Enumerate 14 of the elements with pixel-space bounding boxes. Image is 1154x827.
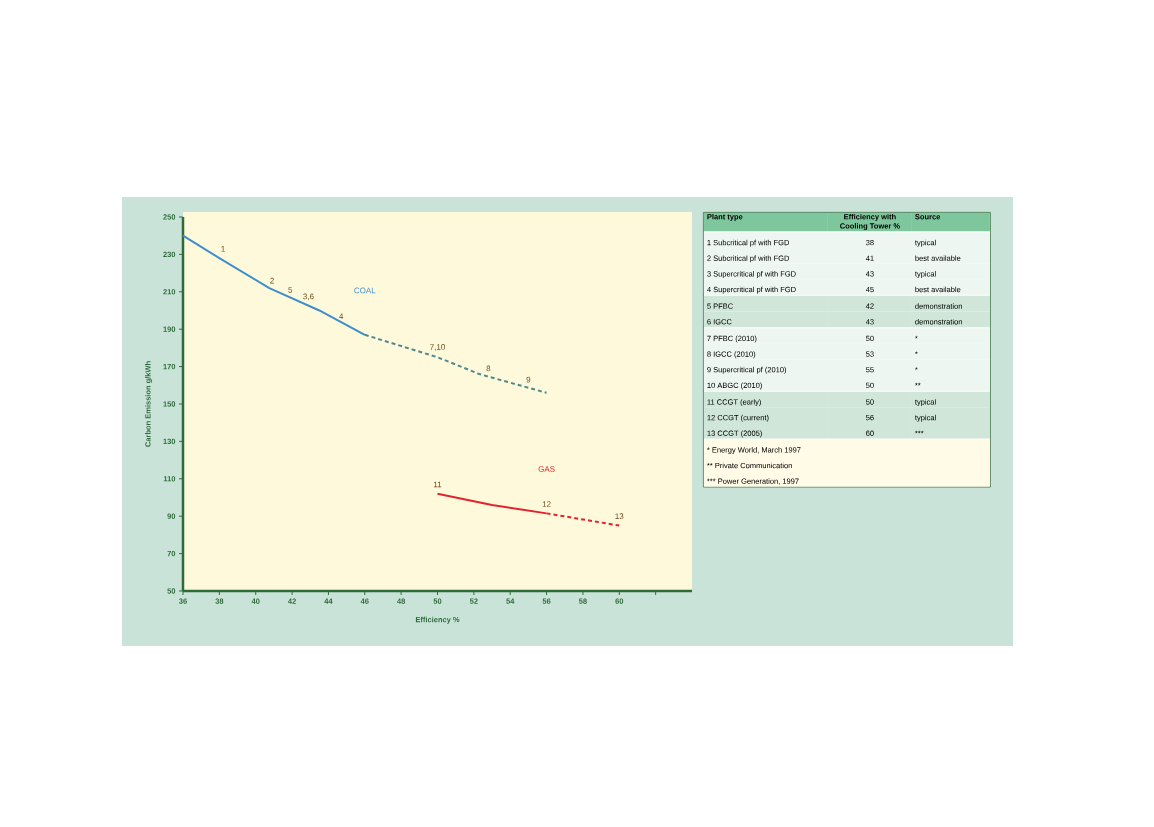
annotation: 8: [486, 365, 491, 372]
annotation: 13: [615, 513, 624, 519]
line-series: [363, 333, 548, 394]
annotation: 9: [526, 376, 531, 383]
annotation: 5: [288, 287, 293, 293]
annotation: 1: [221, 246, 225, 252]
annotation: 12: [542, 501, 551, 507]
annotation: 3,6: [303, 293, 314, 301]
annotation: 4: [339, 313, 344, 319]
text: GAS: [538, 466, 555, 472]
annotation: 11: [433, 481, 442, 488]
text: COAL: [354, 287, 376, 294]
annotation: 2: [270, 277, 274, 284]
annotation: 7,10: [430, 344, 445, 351]
